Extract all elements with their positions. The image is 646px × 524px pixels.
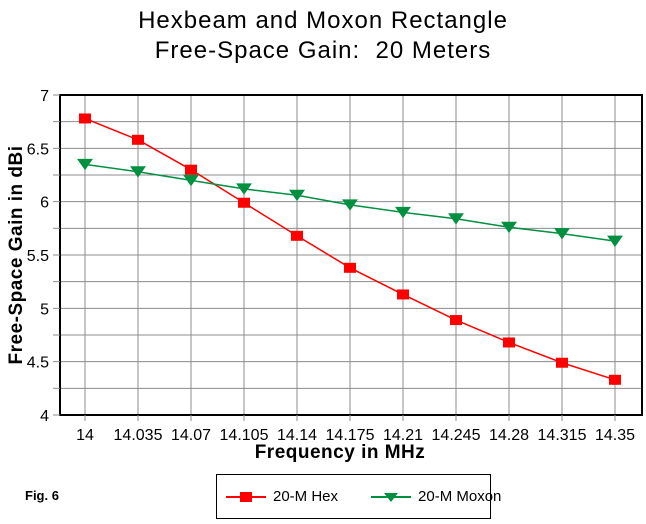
data-point-square xyxy=(556,357,568,368)
legend-label-moxon: 20-M Moxon xyxy=(418,488,502,505)
y-axis-title: Free-Space Gain in dBi xyxy=(6,146,27,365)
data-point-triangle xyxy=(395,206,411,219)
y-tick-label: 6.5 xyxy=(27,141,49,158)
data-point-square xyxy=(185,164,197,175)
chart-title: Hexbeam and Moxon Rectangle Free-Space G… xyxy=(0,6,646,66)
legend-label-hex: 20-M Hex xyxy=(273,488,339,505)
moxon-legend-marker-icon xyxy=(371,492,412,502)
data-point-triangle xyxy=(448,213,464,225)
data-point-square xyxy=(132,134,144,145)
x-tick-label: 14.14 xyxy=(277,427,317,444)
y-tick-label: 7 xyxy=(40,88,49,105)
x-tick-label: 14.175 xyxy=(326,427,375,444)
data-point-triangle xyxy=(130,166,146,178)
data-point-square xyxy=(238,197,250,208)
data-point-square xyxy=(609,374,621,385)
data-point-square xyxy=(344,262,356,273)
data-point-triangle xyxy=(77,158,93,171)
data-point-triangle xyxy=(342,199,358,211)
x-tick-label: 14.245 xyxy=(432,427,481,444)
x-tick-label: 14.315 xyxy=(538,427,587,444)
x-tick-label: 14.105 xyxy=(220,427,269,444)
data-point-triangle xyxy=(501,221,517,234)
data-point-triangle xyxy=(607,235,623,248)
data-point-triangle xyxy=(289,189,305,202)
x-tick-label: 14.035 xyxy=(114,427,163,444)
data-point-square xyxy=(503,337,515,348)
data-point-square xyxy=(291,230,303,241)
y-tick-label: 4.5 xyxy=(27,355,49,372)
x-axis-title: Frequency in MHz xyxy=(255,442,426,463)
data-point-triangle xyxy=(236,183,252,195)
data-point-square xyxy=(450,315,462,326)
data-point-triangle xyxy=(183,174,199,187)
x-tick-label: 14.28 xyxy=(489,427,529,444)
x-tick-label: 14.07 xyxy=(171,427,211,444)
legend-item-moxon: 20-M Moxon xyxy=(371,488,501,505)
chart-legend: 20-M Hex 20-M Moxon xyxy=(216,474,501,519)
y-tick-label: 6 xyxy=(40,195,49,212)
y-tick-label: 5.5 xyxy=(27,248,49,265)
data-point-square xyxy=(397,289,409,300)
hex-legend-marker-icon xyxy=(226,491,266,502)
chart-title-line1: Hexbeam and Moxon Rectangle xyxy=(138,7,508,34)
legend-item-hex: 20-M Hex xyxy=(226,488,338,505)
chart-title-line2: Free-Space Gain: 20 Meters xyxy=(154,37,492,64)
y-tick-label: 4 xyxy=(40,408,49,425)
y-tick-label: 5 xyxy=(40,301,49,318)
x-tick-label: 14.35 xyxy=(595,427,635,444)
figure-number-label: Fig. 6 xyxy=(25,488,59,503)
data-point-square xyxy=(79,113,91,124)
x-tick-label: 14 xyxy=(76,427,94,444)
x-tick-label: 14.21 xyxy=(383,427,423,444)
data-point-triangle xyxy=(554,228,570,240)
